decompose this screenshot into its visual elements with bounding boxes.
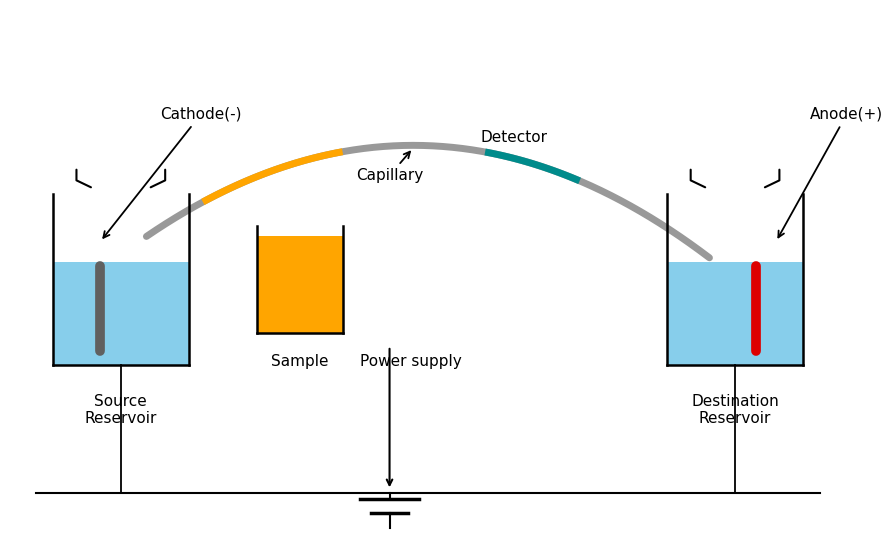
Text: Source
Reservoir: Source Reservoir [85,394,157,426]
Text: Detector: Detector [480,129,547,144]
Bar [257,236,343,332]
Text: Cathode(-): Cathode(-) [104,107,242,238]
Text: Destination
Reservoir: Destination Reservoir [691,394,779,426]
Text: Capillary: Capillary [356,151,423,183]
Text: Power supply: Power supply [360,354,462,369]
Text: Anode(+): Anode(+) [779,107,883,237]
Bar [667,262,804,365]
Bar [53,262,189,365]
Text: Sample: Sample [271,354,329,369]
